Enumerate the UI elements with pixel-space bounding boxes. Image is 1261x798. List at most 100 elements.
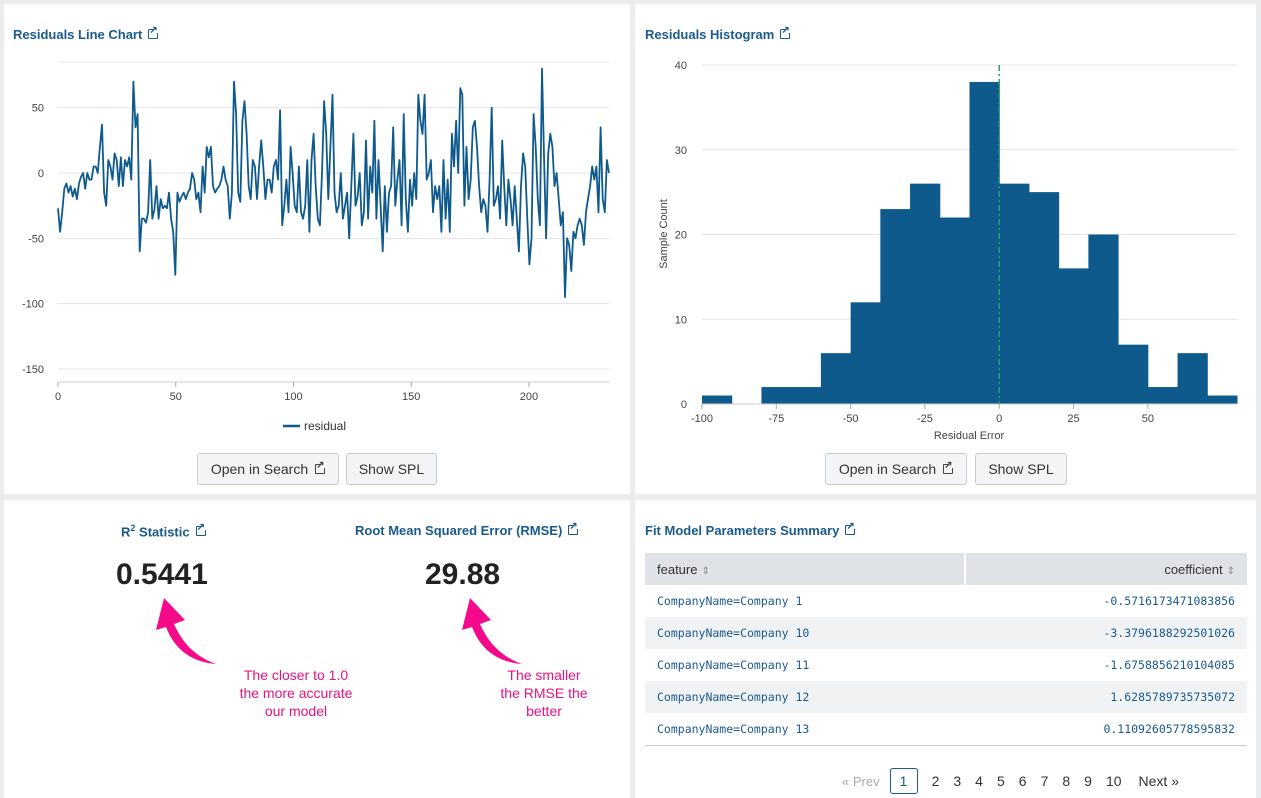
column-header-label: feature bbox=[657, 561, 698, 577]
rmse-title-link[interactable]: Root Mean Squared Error (RMSE) bbox=[355, 521, 580, 538]
rmse-note-line: The smaller bbox=[507, 667, 581, 683]
histogram-bar bbox=[910, 183, 941, 404]
table-row: CompanyName=Company 12 1.628578973573507… bbox=[645, 681, 1247, 713]
hist-open-in-search-button[interactable]: Open in Search bbox=[825, 453, 967, 485]
coefficient-cell[interactable]: 1.6285789735735072 bbox=[964, 681, 1247, 713]
pager-page[interactable]: 10 bbox=[1105, 773, 1122, 789]
r2-arrow-icon bbox=[156, 598, 216, 664]
x-tick-label: 50 bbox=[170, 391, 182, 403]
histogram-bar bbox=[939, 217, 970, 404]
histogram-bar bbox=[1118, 344, 1149, 404]
coefficient-cell[interactable]: 0.11092605778595832 bbox=[1103, 721, 1235, 736]
histogram-bar bbox=[1028, 192, 1060, 404]
y-tick-label: 40 bbox=[675, 60, 687, 72]
column-header-feature[interactable]: feature ⇕ bbox=[645, 553, 966, 585]
column-header-label: coefficient bbox=[1164, 561, 1223, 577]
rmse-value: 29.88 bbox=[425, 558, 501, 591]
pager-prev[interactable]: « Prev bbox=[842, 773, 880, 789]
x-tick-label: 0 bbox=[996, 413, 1002, 425]
external-link-icon bbox=[195, 522, 207, 537]
hist-show-spl-button[interactable]: Show SPL bbox=[975, 453, 1067, 485]
r2-note-line: our model bbox=[264, 703, 328, 719]
histogram-bar bbox=[820, 353, 852, 404]
histogram-bar bbox=[791, 387, 822, 404]
open-in-search-label: Open in Search bbox=[210, 461, 309, 477]
pager-page[interactable]: 6 bbox=[1018, 773, 1027, 789]
histogram-bar bbox=[969, 81, 1000, 404]
pager-page[interactable]: 9 bbox=[1084, 773, 1092, 789]
legend-label: residual bbox=[304, 419, 346, 433]
external-link-icon bbox=[568, 521, 580, 535]
y-tick-label: -50 bbox=[28, 233, 44, 245]
feature-cell[interactable]: CompanyName=Company 13 bbox=[657, 721, 810, 736]
sort-icon: ⇕ bbox=[701, 565, 710, 577]
y-tick-label: 20 bbox=[675, 230, 687, 242]
fit-model-parameters-panel: Fit Model Parameters Summary feature⇕ co… bbox=[635, 500, 1256, 798]
pager-next[interactable]: Next » bbox=[1138, 773, 1179, 789]
x-tick-label: -50 bbox=[843, 413, 859, 425]
r2-title-link[interactable]: R2 Statistic bbox=[121, 522, 207, 540]
histogram-bar bbox=[1147, 387, 1179, 404]
coefficient-cell[interactable]: -0.5716173471083856 bbox=[1103, 594, 1235, 608]
pager-page[interactable]: 5 bbox=[996, 773, 1005, 789]
y-tick-label: 50 bbox=[32, 103, 44, 115]
external-link-icon bbox=[943, 460, 955, 474]
column-header-coefficient[interactable]: coefficient ⇕ bbox=[964, 553, 1247, 585]
table-title-link[interactable]: Fit Model Parameters Summary bbox=[645, 521, 857, 538]
external-link-icon bbox=[315, 460, 327, 474]
open-in-search-label: Open in Search bbox=[838, 461, 937, 477]
x-tick-label: 50 bbox=[1142, 413, 1154, 425]
residual-series-line bbox=[57, 67, 610, 298]
feature-cell[interactable]: CompanyName=Company 11 bbox=[657, 658, 810, 672]
histogram-title-link[interactable]: Residuals Histogram bbox=[645, 25, 792, 42]
residuals-histogram-panel: Residuals Histogram 0 10 20 30 40 -100 -75 -50 -… bbox=[635, 4, 1256, 494]
r2-superscript: 2 bbox=[130, 523, 136, 533]
r2-note-line: the more accurate bbox=[239, 685, 353, 701]
sort-icon: ⇕ bbox=[1226, 565, 1235, 577]
pager-page[interactable]: 8 bbox=[1062, 773, 1071, 789]
histogram-bar bbox=[702, 395, 733, 404]
histogram-bar bbox=[850, 302, 881, 404]
histogram-bar bbox=[761, 387, 792, 404]
coefficient-cell[interactable]: -3.3796188292501026 bbox=[964, 617, 1247, 649]
histogram-bar bbox=[1058, 268, 1089, 404]
feature-cell[interactable]: CompanyName=Company 12 bbox=[645, 681, 965, 713]
r2-annotation-note: The closer to 1.0 the more accurate our … bbox=[216, 666, 376, 720]
histogram-bar bbox=[1088, 234, 1119, 404]
r2-note-line: The closer to 1.0 bbox=[243, 667, 349, 683]
show-spl-label: Show SPL bbox=[358, 461, 425, 477]
r2-title: Statistic bbox=[139, 524, 190, 540]
x-tick-label: 25 bbox=[1067, 413, 1079, 425]
y-tick-label: -150 bbox=[22, 364, 44, 376]
pager-page[interactable]: 7 bbox=[1040, 773, 1049, 789]
annotation-arrows bbox=[156, 598, 522, 664]
table-row: CompanyName=Company 11 -1.67588562101040… bbox=[645, 649, 1247, 681]
x-tick-label: 200 bbox=[520, 391, 538, 403]
table-row: CompanyName=Company 10 -3.37961882925010… bbox=[645, 617, 1247, 649]
feature-cell[interactable]: CompanyName=Company 1 bbox=[657, 594, 803, 608]
feature-cell[interactable]: CompanyName=Company 10 bbox=[645, 617, 965, 649]
x-axis-label: Residual Error bbox=[934, 430, 1005, 442]
pager-page[interactable]: 3 bbox=[953, 773, 962, 789]
residuals-line-chart-panel: Residuals Line Chart 50 0 -50 -100 -150 0 50 10… bbox=[4, 4, 630, 494]
rmse-annotation-note: The smaller the RMSE the better bbox=[489, 666, 599, 720]
residuals-histogram-chart: 0 10 20 30 40 -100 -75 -50 -25 0 25 50 Residual Erro… bbox=[658, 60, 1238, 442]
line-chart-title-link[interactable]: Residuals Line Chart bbox=[13, 25, 160, 42]
pager-page[interactable]: 4 bbox=[975, 773, 983, 789]
y-tick-label: 0 bbox=[681, 399, 687, 411]
y-tick-label: -100 bbox=[22, 299, 44, 311]
line-chart-title: Residuals Line Chart bbox=[13, 27, 143, 42]
table-row: CompanyName=Company 1 -0.571617347108385… bbox=[645, 585, 1247, 617]
histogram-bar bbox=[880, 209, 911, 404]
line-show-spl-button[interactable]: Show SPL bbox=[346, 453, 437, 485]
r2-prefix: R bbox=[121, 524, 131, 540]
coefficient-cell[interactable]: -1.6758856210104085 bbox=[1103, 658, 1235, 672]
pager-page-current[interactable]: 1 bbox=[889, 768, 918, 794]
line-open-in-search-button[interactable]: Open in Search bbox=[197, 453, 339, 485]
y-axis-label: Sample Count bbox=[658, 199, 670, 269]
pager-page[interactable]: 2 bbox=[931, 773, 940, 789]
histogram-bar bbox=[1207, 395, 1238, 404]
external-link-icon bbox=[148, 25, 160, 39]
external-link-icon bbox=[780, 25, 792, 39]
r2-value: 0.5441 bbox=[116, 558, 208, 591]
